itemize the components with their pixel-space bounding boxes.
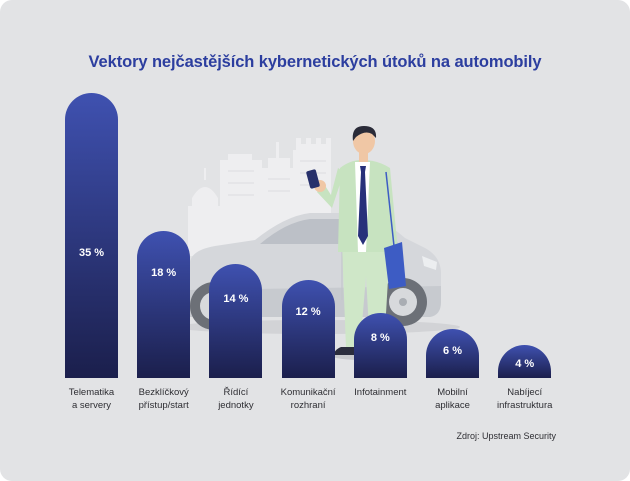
man-neck xyxy=(359,150,368,162)
value-label-3: 14 % xyxy=(223,292,249,305)
category-label-2: Bezklíčkový přístup/start xyxy=(138,387,189,411)
car-headlight xyxy=(422,256,437,270)
car-rear-window xyxy=(260,219,340,244)
value-bar-4 xyxy=(281,280,335,378)
tower-building-left xyxy=(220,154,262,256)
document-bag xyxy=(384,242,406,289)
category-label-1: Telematika a servery xyxy=(68,387,115,411)
window-strip xyxy=(300,160,326,162)
category-label-4: Komunikační rozhraní xyxy=(280,387,336,411)
category-label-6: Mobilní aplikace xyxy=(435,387,470,411)
chart-title: Vektory nejčastějších kybernetických úto… xyxy=(88,53,542,71)
value-label-6: 6 % xyxy=(443,344,462,357)
source-note: Zdroj: Upstream Security xyxy=(456,431,556,441)
man-raised-arm xyxy=(317,168,344,208)
value-bar-1 xyxy=(65,93,118,378)
dome-spire xyxy=(204,168,206,180)
window-strip xyxy=(228,170,254,172)
category-label-7: Nabíjecí infrastruktura xyxy=(496,387,553,411)
value-label-2: 18 % xyxy=(151,266,177,279)
bag-strap xyxy=(385,171,395,247)
dome-building xyxy=(188,187,222,256)
value-label-7: 4 % xyxy=(515,357,535,370)
value-bar-3 xyxy=(209,264,263,378)
value-bar-6 xyxy=(426,329,479,378)
window-strip xyxy=(268,178,290,180)
window-strip xyxy=(268,190,290,192)
value-label-5: 8 % xyxy=(370,331,390,344)
value-label-4: 12 % xyxy=(295,305,321,318)
category-label-5: Infotainment xyxy=(354,387,407,398)
man-lowered-arm xyxy=(379,170,398,250)
man-hair xyxy=(352,126,377,141)
value-bar-5 xyxy=(353,312,407,378)
man-tie xyxy=(358,166,368,245)
front-wheel-hub xyxy=(399,298,407,306)
value-bar-2 xyxy=(137,231,191,378)
category-label-3: Řídící jednotky xyxy=(218,387,254,411)
smartphone-icon xyxy=(306,169,320,189)
window-strip xyxy=(228,194,254,196)
window-strip xyxy=(228,182,254,184)
value-label-1: 35 % xyxy=(78,246,105,259)
